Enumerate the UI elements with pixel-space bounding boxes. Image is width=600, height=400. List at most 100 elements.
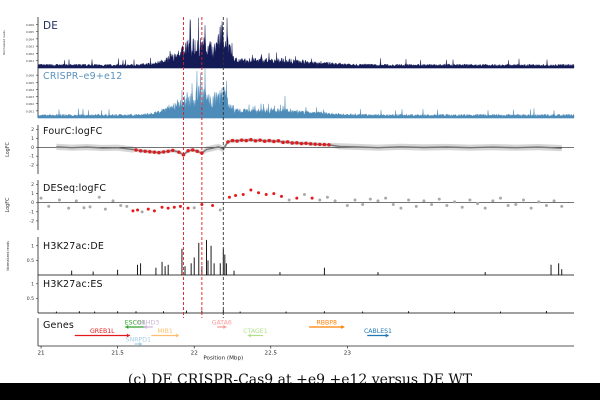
fourc-track-title: FourC:logFC bbox=[43, 126, 103, 137]
fourc-sig-point bbox=[281, 140, 285, 145]
deseq-point bbox=[506, 203, 510, 207]
gene-ctage1-label: CTAGE1 bbox=[243, 328, 267, 335]
gene-gata6-arrow bbox=[223, 325, 227, 329]
de-ytick-label: 0.002 bbox=[26, 52, 34, 56]
deseq-point bbox=[407, 198, 411, 202]
crispr-signal-area bbox=[37, 68, 575, 119]
deseq-point bbox=[39, 196, 43, 200]
deseq-point bbox=[521, 198, 525, 202]
de-track-title: DE bbox=[43, 20, 58, 32]
deseq-point bbox=[391, 203, 395, 207]
gene-abhd3-label: ABHD3 bbox=[137, 320, 159, 327]
deseq-point bbox=[241, 193, 245, 197]
gene-rbbp8-label: RBBP8 bbox=[316, 320, 337, 327]
deseq-point bbox=[310, 196, 314, 200]
fourc-sig-point bbox=[285, 140, 290, 144]
deseq-point bbox=[302, 193, 306, 197]
deseq-track-title: DESeq:logFC bbox=[43, 183, 106, 194]
fourc-ytick-label: 0 bbox=[31, 145, 34, 151]
fourc-sig-point bbox=[195, 149, 199, 153]
fourc-sig-point bbox=[322, 142, 327, 147]
fourc-ytick-label: -2 bbox=[29, 163, 34, 169]
gene-rbbp8-arrow bbox=[341, 325, 345, 329]
crispr-ytick-label: 0.002 bbox=[26, 102, 34, 106]
deseq-point bbox=[234, 193, 238, 197]
deseq-point bbox=[67, 206, 71, 210]
deseq-point bbox=[97, 195, 101, 199]
deseq-point bbox=[295, 196, 299, 200]
de-ytick-label: 0.001 bbox=[26, 59, 34, 63]
gene-gata6-label: GATA6 bbox=[212, 320, 232, 327]
deseq-point bbox=[460, 205, 464, 209]
gene-snrpd1-arrow bbox=[139, 342, 143, 346]
deseq-point bbox=[430, 203, 434, 207]
deseq-point bbox=[353, 198, 357, 202]
fourc-sig-point bbox=[134, 148, 138, 152]
deseq-point bbox=[186, 206, 190, 210]
fourc-sig-point bbox=[161, 150, 166, 154]
fourc-sig-point bbox=[318, 142, 322, 147]
crispr-ytick-label: 0.005 bbox=[26, 81, 34, 85]
k27es-ytick-label: 1 bbox=[31, 281, 34, 287]
gene-snrpd1-label: SNRPD1 bbox=[126, 337, 151, 344]
deseq-y-axis-label: LogFC bbox=[5, 197, 11, 212]
gene-mib1-label: MIB1 bbox=[157, 328, 172, 335]
deseq-point bbox=[136, 208, 140, 212]
fourc-y-axis-label: LogFC bbox=[5, 142, 11, 157]
deseq-point bbox=[414, 204, 418, 208]
deseq-point bbox=[264, 193, 268, 197]
deseq-point bbox=[498, 196, 502, 200]
fourc-sig-point bbox=[299, 141, 304, 146]
deseq-point bbox=[529, 206, 533, 210]
fourc-sig-point bbox=[152, 150, 157, 154]
fourc-sig-point bbox=[276, 139, 281, 143]
crispr-ytick-label: 0.004 bbox=[26, 88, 34, 92]
fourc-sig-point bbox=[262, 139, 267, 143]
gene-abhd3-arrow bbox=[143, 325, 147, 329]
deseq-point bbox=[57, 198, 61, 202]
gene-ctage1-arrow bbox=[247, 333, 251, 338]
deseq-point bbox=[333, 199, 337, 203]
deseq-ytick-label: 1 bbox=[31, 191, 34, 197]
deseq-point bbox=[537, 200, 541, 204]
fourc-sig-point bbox=[166, 149, 170, 153]
deseq-point bbox=[287, 198, 291, 202]
deseq-point bbox=[140, 210, 144, 214]
deseq-point bbox=[119, 203, 123, 207]
gene-mib1-arrow bbox=[175, 333, 179, 338]
deseq-point bbox=[218, 208, 222, 212]
fourc-ytick-label: -1 bbox=[29, 154, 34, 160]
gene-greb1l-label: GREB1L bbox=[90, 328, 115, 335]
fourc-sig-point bbox=[171, 148, 175, 153]
deseq-point bbox=[318, 198, 322, 202]
deseq-point bbox=[166, 206, 170, 210]
fourc-sig-point bbox=[177, 150, 181, 154]
crispr-ytick-label: 0.006 bbox=[26, 74, 34, 78]
deseq-point bbox=[279, 194, 283, 198]
bottom-edge-bar bbox=[0, 383, 600, 400]
deseq-point bbox=[146, 207, 150, 211]
deseq-point bbox=[131, 209, 135, 213]
x-tick-label: 22.5 bbox=[265, 351, 278, 357]
deseq-point bbox=[422, 199, 426, 203]
deseq-point bbox=[445, 203, 449, 207]
fourc-sig-point bbox=[157, 150, 161, 155]
crispr-ytick-label: 0.003 bbox=[26, 95, 34, 99]
deseq-point bbox=[272, 192, 276, 196]
deseq-ytick-label: -2 bbox=[29, 218, 34, 224]
fourc-ytick-label: 2 bbox=[31, 127, 34, 133]
fourc-sig-point bbox=[253, 139, 258, 143]
fourc-sig-point bbox=[138, 149, 143, 153]
fourc-sig-point bbox=[239, 138, 244, 142]
crispr-ytick-label: 0.001 bbox=[26, 109, 34, 113]
k27de-ytick-label: 0.5 bbox=[27, 258, 34, 264]
fourc-sig-point bbox=[190, 148, 195, 152]
fourc-sig-point bbox=[230, 138, 235, 143]
deseq-point bbox=[399, 206, 403, 210]
de-ytick-label: 0.006 bbox=[26, 23, 34, 27]
de-ytick-label: 0.005 bbox=[26, 30, 34, 34]
fourc-sig-point bbox=[244, 138, 248, 143]
deseq-point bbox=[172, 205, 176, 209]
de-signal-area bbox=[37, 17, 575, 69]
